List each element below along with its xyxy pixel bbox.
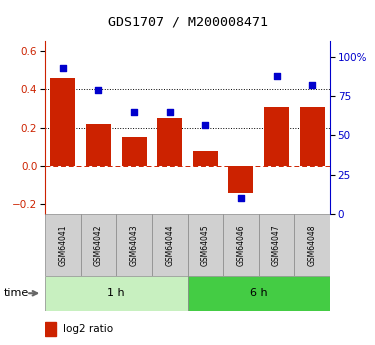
Point (202, 122, 208, 127)
Bar (50, 78, 75, 166)
Bar (81, 214, 116, 276)
Text: GDS1707 / M200008471: GDS1707 / M200008471 (108, 16, 267, 29)
Bar (228, 166, 254, 193)
Point (95, 87, 101, 93)
Point (273, 73, 279, 79)
Bar (157, 118, 182, 166)
Bar (223, 214, 259, 276)
Point (166, 109, 172, 115)
Text: log2 ratio: log2 ratio (63, 324, 112, 334)
Text: GSM64042: GSM64042 (94, 224, 103, 266)
Bar (193, 151, 218, 166)
Bar (259, 214, 294, 276)
Bar (45, 322, 56, 336)
Bar (122, 137, 147, 166)
Bar (294, 214, 330, 276)
Bar (45, 276, 188, 310)
Point (238, 196, 244, 201)
Bar (188, 214, 223, 276)
Text: GSM64041: GSM64041 (58, 224, 68, 266)
Text: GSM64044: GSM64044 (165, 224, 174, 266)
Text: time: time (4, 288, 29, 298)
Point (131, 109, 137, 115)
Text: GSM64046: GSM64046 (236, 224, 245, 266)
Text: 6 h: 6 h (250, 288, 268, 298)
Bar (264, 107, 289, 166)
Text: GSM64048: GSM64048 (308, 224, 316, 266)
Bar (45, 214, 81, 276)
Bar (116, 214, 152, 276)
Point (309, 82, 315, 88)
Bar (152, 214, 188, 276)
Bar (188, 276, 330, 310)
Text: GSM64047: GSM64047 (272, 224, 281, 266)
Text: 1 h: 1 h (107, 288, 125, 298)
Bar (300, 107, 325, 166)
Point (60, 65, 66, 71)
Text: GSM64043: GSM64043 (130, 224, 139, 266)
Bar (86, 124, 111, 166)
Text: GSM64045: GSM64045 (201, 224, 210, 266)
